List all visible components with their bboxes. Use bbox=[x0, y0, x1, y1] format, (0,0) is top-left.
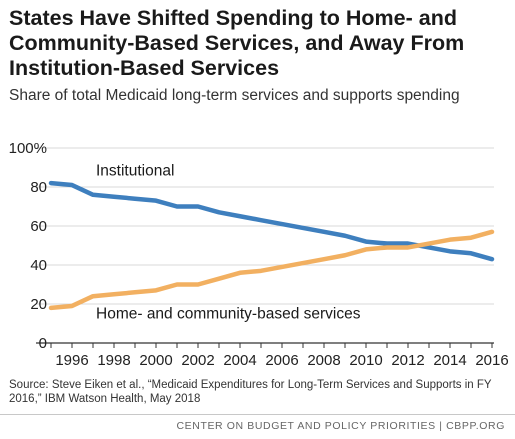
x-tick-label: 2008 bbox=[307, 352, 340, 369]
y-tick-label: 20 bbox=[30, 296, 47, 313]
hcbs-series-label: Home- and community-based services bbox=[96, 306, 361, 323]
x-tick-label: 2016 bbox=[475, 352, 508, 369]
x-tick-label: 1998 bbox=[97, 352, 130, 369]
institutional-series-label: Institutional bbox=[96, 162, 174, 179]
x-tick-label: 2002 bbox=[181, 352, 214, 369]
hcbs-series-line bbox=[48, 229, 495, 311]
x-tick-label: 2004 bbox=[223, 352, 256, 369]
source-note: Source: Steve Eiken et al., “Medicaid Ex… bbox=[9, 379, 492, 405]
x-tick-label: 2006 bbox=[265, 352, 298, 369]
x-tick-label: 2010 bbox=[349, 352, 382, 369]
x-tick-label: 2014 bbox=[433, 352, 466, 369]
institutional-series-line bbox=[48, 180, 495, 262]
y-tick-label: 40 bbox=[30, 257, 47, 274]
y-tick-label: 100% bbox=[9, 140, 47, 157]
x-tick-label: 2012 bbox=[391, 352, 424, 369]
footer-bar: CENTER ON BUDGET AND POLICY PRIORITIES |… bbox=[0, 414, 515, 439]
y-tick-label: 80 bbox=[30, 179, 47, 196]
chart-title: States Have Shifted Spending to Home- an… bbox=[9, 6, 465, 80]
x-tick-label: 1996 bbox=[55, 352, 88, 369]
line-chart: 0 20 40 60 80 100% 1996 1998 2000 2002 2004 2006 20… bbox=[9, 140, 509, 369]
footer-credit: CENTER ON BUDGET AND POLICY PRIORITIES |… bbox=[176, 420, 505, 432]
x-tick-label: 2000 bbox=[139, 352, 172, 369]
y-tick-label: 0 bbox=[39, 335, 47, 352]
y-tick-label: 60 bbox=[30, 218, 47, 235]
chart-subtitle: Share of total Medicaid long-term servic… bbox=[9, 87, 460, 104]
